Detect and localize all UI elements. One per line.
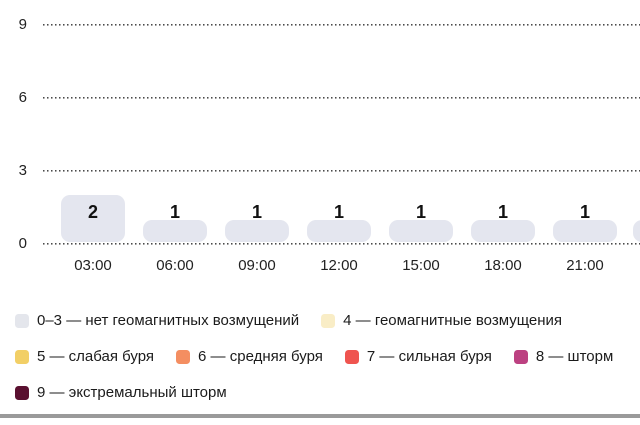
legend-swatch bbox=[15, 385, 29, 400]
gridline bbox=[43, 170, 640, 172]
legend-row: 5 — слабая буря 6 — средняя буря 7 — сильн… bbox=[15, 349, 640, 364]
legend-item: 4 — геомагнитные возмущения bbox=[321, 313, 562, 328]
bar bbox=[61, 195, 125, 242]
legend-item: 9 — экстремальный шторм bbox=[15, 385, 227, 400]
bar bbox=[143, 219, 207, 242]
legend-item: 7 — сильная буря bbox=[344, 348, 492, 365]
legend-row: 0–3 — нет геомагнитных возмущений 4 — гео… bbox=[15, 313, 640, 328]
legend-label: 6 — средняя буря bbox=[198, 348, 323, 365]
legend-label: 0–3 — нет геомагнитных возмущений bbox=[37, 312, 300, 329]
legend-swatch bbox=[513, 349, 528, 364]
x-axis-label: 21:00 bbox=[566, 257, 604, 274]
legend-label: 8 — шторм bbox=[535, 348, 614, 365]
bar-value-label: 1 bbox=[497, 202, 508, 222]
legend-swatch bbox=[176, 349, 191, 364]
x-axis-label: 06:00 bbox=[156, 257, 194, 274]
bar-value-label: 1 bbox=[333, 202, 344, 222]
bar bbox=[225, 219, 289, 242]
legend-swatch bbox=[321, 313, 336, 328]
bar bbox=[471, 219, 535, 242]
bar bbox=[553, 219, 617, 242]
legend-item: 0–3 — нет геомагнитных возмущений bbox=[15, 313, 299, 328]
legend-item: 6 — средняя буря bbox=[176, 349, 323, 364]
bar-value-label: 1 bbox=[415, 202, 426, 222]
bar-value-label: 1 bbox=[579, 202, 590, 222]
x-axis-label: 09:00 bbox=[238, 257, 276, 274]
gridline bbox=[43, 243, 640, 245]
bottom-divider bbox=[0, 414, 640, 418]
y-axis-label: 0 bbox=[18, 235, 27, 252]
x-axis-label: 03:00 bbox=[74, 257, 112, 274]
x-axis-label: 15:00 bbox=[402, 257, 440, 274]
legend-label: 7 — сильная буря bbox=[366, 348, 492, 365]
legend-swatch bbox=[15, 313, 29, 328]
legend-label: 4 — геомагнитные возмущения bbox=[343, 312, 563, 329]
bar-value-label: 1 bbox=[169, 202, 180, 222]
gridline bbox=[43, 97, 640, 99]
legend-swatch bbox=[15, 349, 29, 364]
y-axis-label: 6 bbox=[18, 89, 27, 106]
legend-swatch bbox=[344, 349, 359, 364]
bar-value-label: 2 bbox=[87, 202, 98, 222]
bar bbox=[389, 219, 453, 242]
x-axis-label: 18:00 bbox=[484, 257, 522, 274]
legend-item: 8 — шторм bbox=[513, 348, 614, 365]
bar bbox=[307, 219, 371, 242]
legend-label: 9 — экстремальный шторм bbox=[37, 384, 227, 401]
x-axis-label: 12:00 bbox=[320, 257, 358, 274]
gridline bbox=[43, 24, 640, 26]
bar-value-label: 1 bbox=[251, 202, 262, 222]
y-axis-label: 3 bbox=[18, 162, 27, 179]
bar-partial bbox=[633, 219, 640, 242]
legend-item: 5 — слабая буря bbox=[15, 349, 154, 364]
legend: 0–3 — нет геомагнитных возмущений 4 — гео… bbox=[15, 313, 640, 400]
y-axis-label: 9 bbox=[18, 16, 27, 33]
kp-chart: 0 3 6 9 2 03:00 1 06:00 1 09:00 1 12:00 1 15:00 1 18:00… bbox=[18, 16, 640, 274]
legend-row: 9 — экстремальный шторм bbox=[15, 385, 640, 400]
legend-label: 5 — слабая буря bbox=[37, 348, 155, 365]
